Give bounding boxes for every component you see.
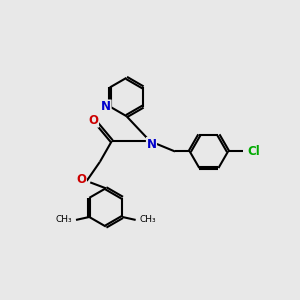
Text: N: N bbox=[101, 100, 111, 113]
Text: O: O bbox=[76, 173, 86, 186]
Text: CH₃: CH₃ bbox=[139, 215, 156, 224]
Text: O: O bbox=[88, 114, 98, 127]
Text: CH₃: CH₃ bbox=[56, 215, 73, 224]
Text: N: N bbox=[146, 138, 157, 151]
Text: Cl: Cl bbox=[247, 145, 260, 158]
